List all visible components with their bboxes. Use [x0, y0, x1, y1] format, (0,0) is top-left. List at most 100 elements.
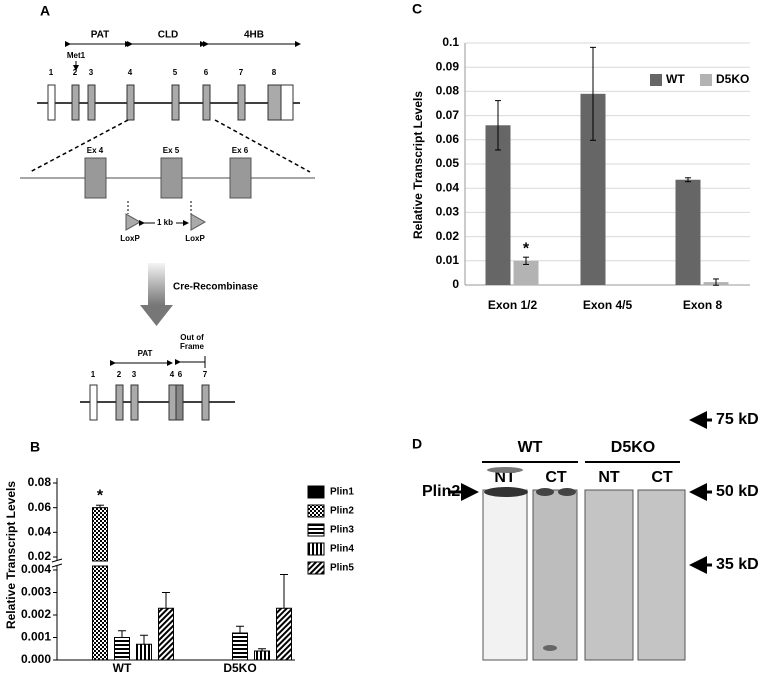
legend-swatch [307, 542, 325, 556]
met-label: Met1 [67, 51, 86, 60]
blot-band [484, 487, 528, 497]
exon [71, 84, 80, 121]
domain-label: PAT [91, 30, 110, 41]
annotation: * [523, 240, 530, 257]
axis-break [51, 558, 63, 563]
blot-lane [584, 489, 634, 661]
bar [92, 565, 108, 661]
exon [89, 384, 98, 421]
legend-swatch [307, 523, 325, 537]
x-tick-label: Exon 8 [683, 298, 723, 312]
bar [232, 632, 248, 661]
exon-number: 2 [117, 370, 122, 379]
bar [675, 179, 701, 285]
bar [92, 507, 108, 562]
axis-break [51, 563, 63, 568]
y-tick-label: 0 [452, 277, 459, 291]
exon-number: 7 [203, 370, 208, 379]
exon-number: 4 [170, 370, 175, 379]
exon-number: 4 [128, 68, 133, 77]
loxp-label: LoxP [120, 234, 140, 243]
cre-arrow [148, 263, 165, 305]
bar [485, 125, 511, 285]
exon-number: 3 [132, 370, 137, 379]
zoom-line [214, 119, 311, 173]
exon [115, 384, 124, 421]
legend-swatch [700, 74, 712, 86]
legend-label: WT [666, 72, 685, 86]
recombinase-label: Cre-Recombinase [173, 282, 258, 293]
blot-band [487, 467, 523, 473]
bar [158, 607, 174, 661]
exon-label: Ex 5 [163, 146, 180, 155]
y-tick-label: 0.04 [436, 180, 460, 194]
exon-number: 6 [178, 370, 183, 379]
y-tick-label: 0.03 [436, 205, 460, 219]
blot-band [543, 645, 557, 651]
panel-label: C [412, 1, 422, 17]
bar [254, 650, 270, 661]
bar [276, 607, 292, 661]
blot-lane [482, 489, 528, 661]
exon [126, 84, 135, 121]
y-tick-label: 0.04 [28, 525, 52, 539]
blot-lane [637, 489, 686, 661]
blot-band [558, 488, 576, 496]
exon-number: 5 [173, 68, 178, 77]
exon [87, 84, 96, 121]
marker-label: 35 kD [716, 556, 759, 573]
loxp-site [125, 213, 142, 231]
lane-label: NT [494, 469, 516, 486]
y-tick-label: 0.01 [436, 253, 460, 267]
exon [267, 84, 282, 121]
exon [280, 84, 294, 121]
y-tick-label: 0.09 [436, 59, 460, 73]
group-label: WT [518, 439, 543, 456]
exon-number: 3 [89, 68, 94, 77]
protein-label: Plin2 [422, 483, 460, 500]
exon [130, 384, 139, 421]
y-tick-label: 0.003 [21, 585, 51, 599]
y-tick-label: 0.000 [21, 652, 51, 666]
exon-number: 1 [91, 370, 96, 379]
y-tick-label: 0.002 [21, 607, 51, 621]
y-tick-label: 0.004 [21, 562, 51, 576]
exon [160, 157, 183, 199]
legend-label: Plin4 [330, 544, 354, 555]
exon-number: 6 [204, 68, 209, 77]
exon-number: 2 [73, 68, 78, 77]
exon [237, 84, 246, 121]
exon [84, 157, 107, 199]
y-tick-label: 0.08 [28, 475, 52, 489]
y-tick-label: 0.001 [21, 630, 51, 644]
marker-label: 75 kD [716, 411, 759, 428]
y-tick-label: 0.06 [436, 132, 460, 146]
frame-note: Out of [180, 333, 204, 342]
panel-label: D [412, 436, 422, 452]
exon-label: Ex 4 [87, 146, 104, 155]
exon [201, 384, 210, 421]
exon-label: Ex 6 [232, 146, 249, 155]
x-tick-label: Exon 1/2 [488, 298, 538, 312]
exon [47, 84, 56, 121]
y-tick-label: 0.06 [28, 500, 52, 514]
frame-note: Frame [180, 342, 205, 351]
exon [175, 384, 184, 421]
legend-label: Plin1 [330, 487, 354, 498]
domain-label: CLD [158, 30, 179, 41]
panel-label: A [40, 3, 50, 19]
legend-swatch [650, 74, 662, 86]
y-tick-label: 0.1 [442, 35, 459, 49]
legend-swatch [307, 504, 325, 518]
lane-label: CT [545, 469, 567, 486]
annotation: * [97, 487, 104, 504]
lane-label: CT [651, 469, 673, 486]
exon-number: 1 [49, 68, 54, 77]
legend-label: Plin2 [330, 506, 354, 517]
exon [168, 384, 177, 421]
blot-band [536, 488, 554, 496]
lane-label: NT [598, 469, 620, 486]
group-label: D5KO [611, 439, 655, 456]
loxp-label: LoxP [185, 234, 205, 243]
